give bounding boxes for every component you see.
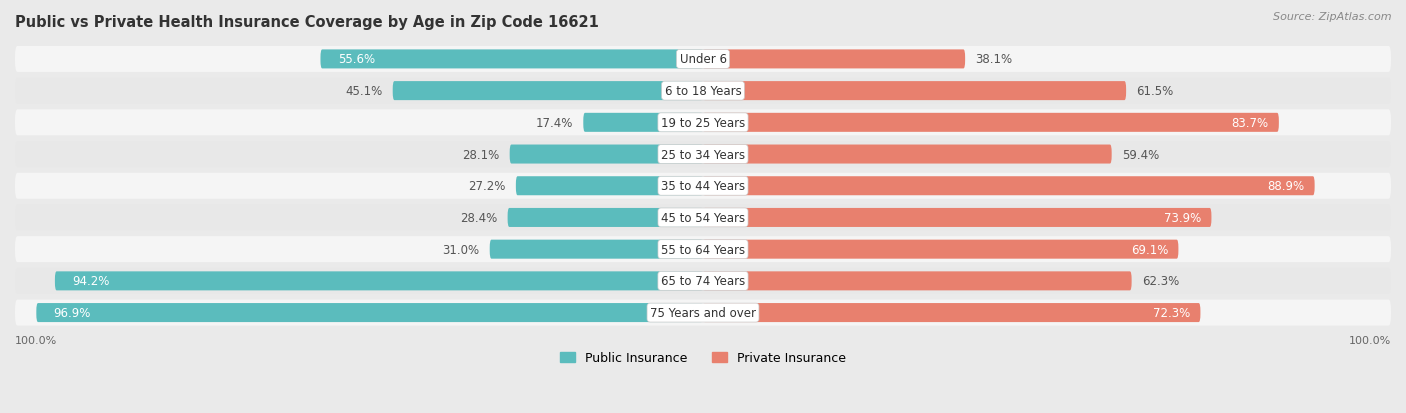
FancyBboxPatch shape [15,205,1391,231]
FancyBboxPatch shape [703,240,1178,259]
FancyBboxPatch shape [489,240,703,259]
Text: 27.2%: 27.2% [468,180,506,193]
FancyBboxPatch shape [15,110,1391,136]
Text: 55.6%: 55.6% [337,53,375,66]
FancyBboxPatch shape [703,303,1201,322]
FancyBboxPatch shape [583,114,703,133]
Text: 61.5%: 61.5% [1136,85,1174,98]
Text: 94.2%: 94.2% [72,275,110,288]
FancyBboxPatch shape [321,50,703,69]
FancyBboxPatch shape [392,82,703,101]
FancyBboxPatch shape [703,177,1315,196]
FancyBboxPatch shape [703,272,1132,291]
Text: 62.3%: 62.3% [1142,275,1180,288]
Text: 65 to 74 Years: 65 to 74 Years [661,275,745,288]
Text: 31.0%: 31.0% [443,243,479,256]
Text: 6 to 18 Years: 6 to 18 Years [665,85,741,98]
Text: 83.7%: 83.7% [1232,116,1268,130]
FancyBboxPatch shape [15,142,1391,168]
Text: 45.1%: 45.1% [344,85,382,98]
Text: 38.1%: 38.1% [976,53,1012,66]
Text: 96.9%: 96.9% [53,306,91,319]
FancyBboxPatch shape [703,114,1279,133]
FancyBboxPatch shape [37,303,703,322]
Text: 88.9%: 88.9% [1267,180,1305,193]
Legend: Public Insurance, Private Insurance: Public Insurance, Private Insurance [555,346,851,369]
Text: 28.1%: 28.1% [463,148,499,161]
FancyBboxPatch shape [509,145,703,164]
FancyBboxPatch shape [15,78,1391,104]
Text: 55 to 64 Years: 55 to 64 Years [661,243,745,256]
Text: 72.3%: 72.3% [1153,306,1189,319]
Text: 100.0%: 100.0% [1348,336,1391,346]
Text: 17.4%: 17.4% [536,116,574,130]
FancyBboxPatch shape [15,300,1391,326]
Text: Public vs Private Health Insurance Coverage by Age in Zip Code 16621: Public vs Private Health Insurance Cover… [15,15,599,30]
FancyBboxPatch shape [15,268,1391,294]
FancyBboxPatch shape [703,50,965,69]
FancyBboxPatch shape [15,237,1391,263]
Text: 45 to 54 Years: 45 to 54 Years [661,211,745,224]
Text: 75 Years and over: 75 Years and over [650,306,756,319]
Text: 59.4%: 59.4% [1122,148,1159,161]
Text: 35 to 44 Years: 35 to 44 Years [661,180,745,193]
FancyBboxPatch shape [703,209,1212,228]
FancyBboxPatch shape [15,47,1391,73]
FancyBboxPatch shape [508,209,703,228]
Text: 69.1%: 69.1% [1130,243,1168,256]
FancyBboxPatch shape [516,177,703,196]
FancyBboxPatch shape [703,82,1126,101]
Text: 100.0%: 100.0% [15,336,58,346]
Text: 25 to 34 Years: 25 to 34 Years [661,148,745,161]
FancyBboxPatch shape [15,173,1391,199]
Text: 73.9%: 73.9% [1164,211,1201,224]
Text: 28.4%: 28.4% [460,211,498,224]
Text: Under 6: Under 6 [679,53,727,66]
FancyBboxPatch shape [55,272,703,291]
Text: 19 to 25 Years: 19 to 25 Years [661,116,745,130]
Text: Source: ZipAtlas.com: Source: ZipAtlas.com [1274,12,1392,22]
FancyBboxPatch shape [703,145,1112,164]
